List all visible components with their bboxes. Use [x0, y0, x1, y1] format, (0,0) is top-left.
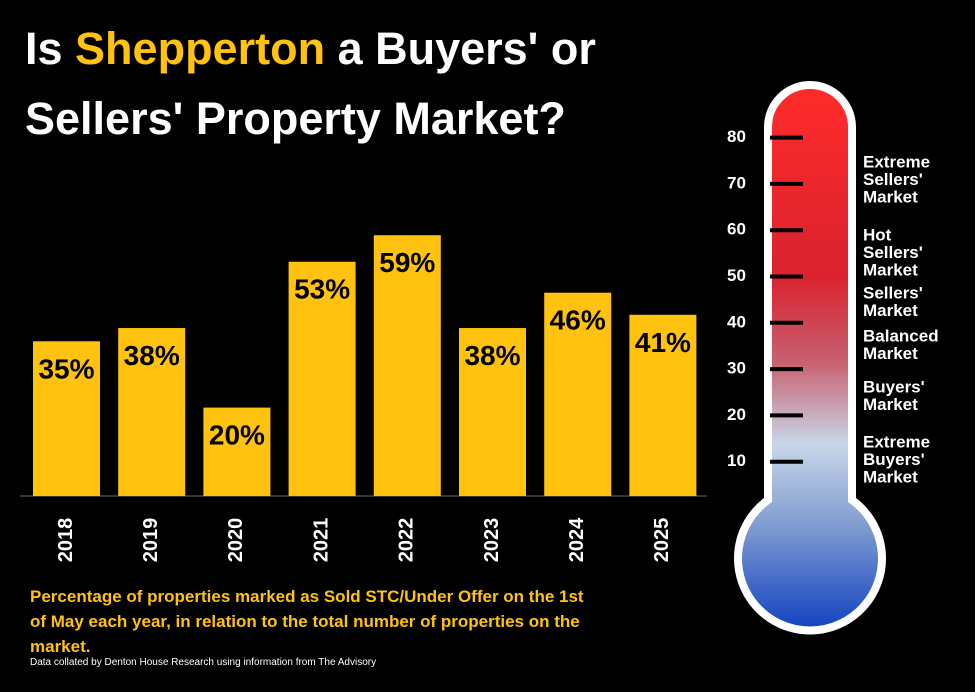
caption: Percentage of properties marked as Sold …	[30, 587, 584, 656]
bar	[33, 341, 100, 496]
thermometer-tick-label: 70	[727, 173, 746, 192]
zone-label: Market	[863, 395, 918, 414]
value-label: 38%	[124, 340, 180, 371]
x-tick-label: 2024	[566, 517, 588, 562]
zone-label: Sellers'	[863, 243, 923, 262]
value-label: 59%	[379, 247, 435, 278]
zone-label: Extreme	[863, 432, 930, 451]
thermometer-tick-label: 60	[727, 220, 746, 239]
zone-label: Market	[863, 467, 918, 486]
x-tick-label: 2019	[140, 518, 162, 563]
bar	[544, 292, 612, 496]
title-line-2: Sellers' Property Market?	[25, 93, 566, 144]
source-note: Data collated by Denton House Research u…	[30, 657, 377, 668]
x-tick-label: 2020	[225, 518, 247, 563]
zone-label: Market	[863, 301, 918, 320]
zone-label: Sellers'	[863, 283, 923, 302]
x-tick-label: 2025	[651, 518, 673, 563]
thermometer-tick-label: 40	[727, 312, 746, 331]
bar	[288, 261, 356, 496]
zone-label: Hot	[863, 225, 892, 244]
title-highlight: Shepperton	[75, 23, 325, 74]
x-tick-label: 2018	[55, 518, 77, 563]
zone-label: Sellers'	[863, 170, 923, 189]
zone-label: Market	[863, 344, 918, 363]
zone-label: Extreme	[863, 152, 930, 171]
zone-label: Buyers'	[863, 377, 925, 396]
bar	[629, 314, 697, 496]
zone-label: Market	[863, 187, 918, 206]
thermometer-tick-label: 30	[727, 359, 746, 378]
title-text: Is	[25, 23, 75, 74]
value-label: 41%	[635, 327, 691, 358]
zone-label: Balanced	[863, 326, 939, 345]
value-label: 35%	[38, 353, 94, 384]
value-label: 20%	[209, 420, 265, 451]
bar	[459, 328, 526, 496]
value-label: 46%	[550, 305, 606, 336]
bar	[373, 235, 441, 496]
thermometer-tick-label: 20	[727, 405, 746, 424]
thermometer-tick-label: 50	[727, 266, 746, 285]
value-label: 53%	[294, 274, 350, 305]
title-text: a Buyers' or	[325, 23, 596, 74]
thermometer	[734, 81, 886, 635]
x-tick-label: 2022	[396, 518, 418, 563]
thermometer-tick-label: 80	[727, 127, 746, 146]
value-label: 38%	[464, 340, 520, 371]
bar	[118, 328, 186, 496]
thermometer-tick-label: 10	[727, 451, 746, 470]
bar	[203, 407, 271, 496]
zone-label: Buyers'	[863, 450, 925, 469]
x-tick-label: 2023	[481, 518, 503, 563]
zone-label: Market	[863, 260, 918, 279]
x-tick-label: 2021	[310, 518, 332, 563]
title-line-1: Is Shepperton a Buyers' or	[25, 23, 596, 74]
